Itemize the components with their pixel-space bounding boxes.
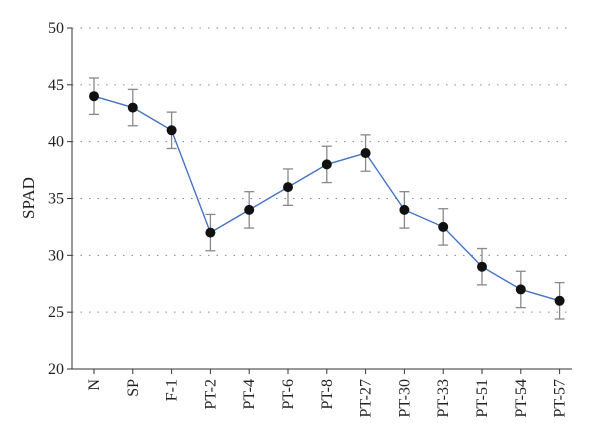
data-point: [554, 295, 565, 306]
data-points: [89, 91, 565, 306]
x-tick-label: PT-8: [319, 379, 336, 410]
y-tick-label: 35: [48, 191, 64, 208]
x-tick-label: PT-51: [474, 379, 491, 418]
data-point: [244, 204, 255, 215]
data-point: [166, 125, 177, 136]
y-tick-label: 40: [48, 134, 64, 151]
data-point: [205, 227, 216, 238]
data-point: [360, 148, 371, 159]
x-tick-label: PT-4: [241, 379, 258, 410]
data-point: [515, 284, 526, 295]
x-tick-label: PT-57: [552, 379, 569, 418]
y-axis-ticks: 20 25 30 35 40 45 50: [48, 20, 72, 378]
data-point: [438, 221, 449, 232]
x-tick-label: N: [86, 379, 103, 391]
data-point: [127, 102, 138, 113]
y-tick-label: 20: [48, 361, 64, 378]
x-tick-label: PT-30: [396, 379, 413, 418]
y-axis-title: SPAD: [19, 177, 38, 219]
x-tick-label: PT-33: [435, 379, 452, 418]
x-tick-label: PT-6: [280, 379, 297, 410]
data-point: [477, 261, 487, 272]
y-tick-label: 30: [48, 247, 64, 264]
data-point: [399, 204, 410, 215]
x-tick-label: F-1: [164, 379, 181, 401]
x-tick-label: PT-27: [358, 379, 375, 418]
x-tick-label: PT-54: [513, 379, 530, 418]
x-axis-ticks: N SP F-1 PT-2 PT-4 PT-6 PT-8 PT-27 PT-30 PT-33 PT-…: [86, 369, 569, 418]
data-point: [321, 159, 332, 170]
x-tick-label: PT-2: [202, 379, 219, 410]
y-tick-label: 50: [48, 20, 64, 37]
data-point: [283, 182, 293, 193]
x-tick-label: SP: [125, 379, 142, 397]
y-tick-label: 25: [48, 304, 64, 321]
error-bars: [89, 77, 565, 320]
data-point: [89, 91, 99, 102]
y-tick-label: 45: [48, 77, 64, 94]
grid-lines: [72, 27, 572, 313]
